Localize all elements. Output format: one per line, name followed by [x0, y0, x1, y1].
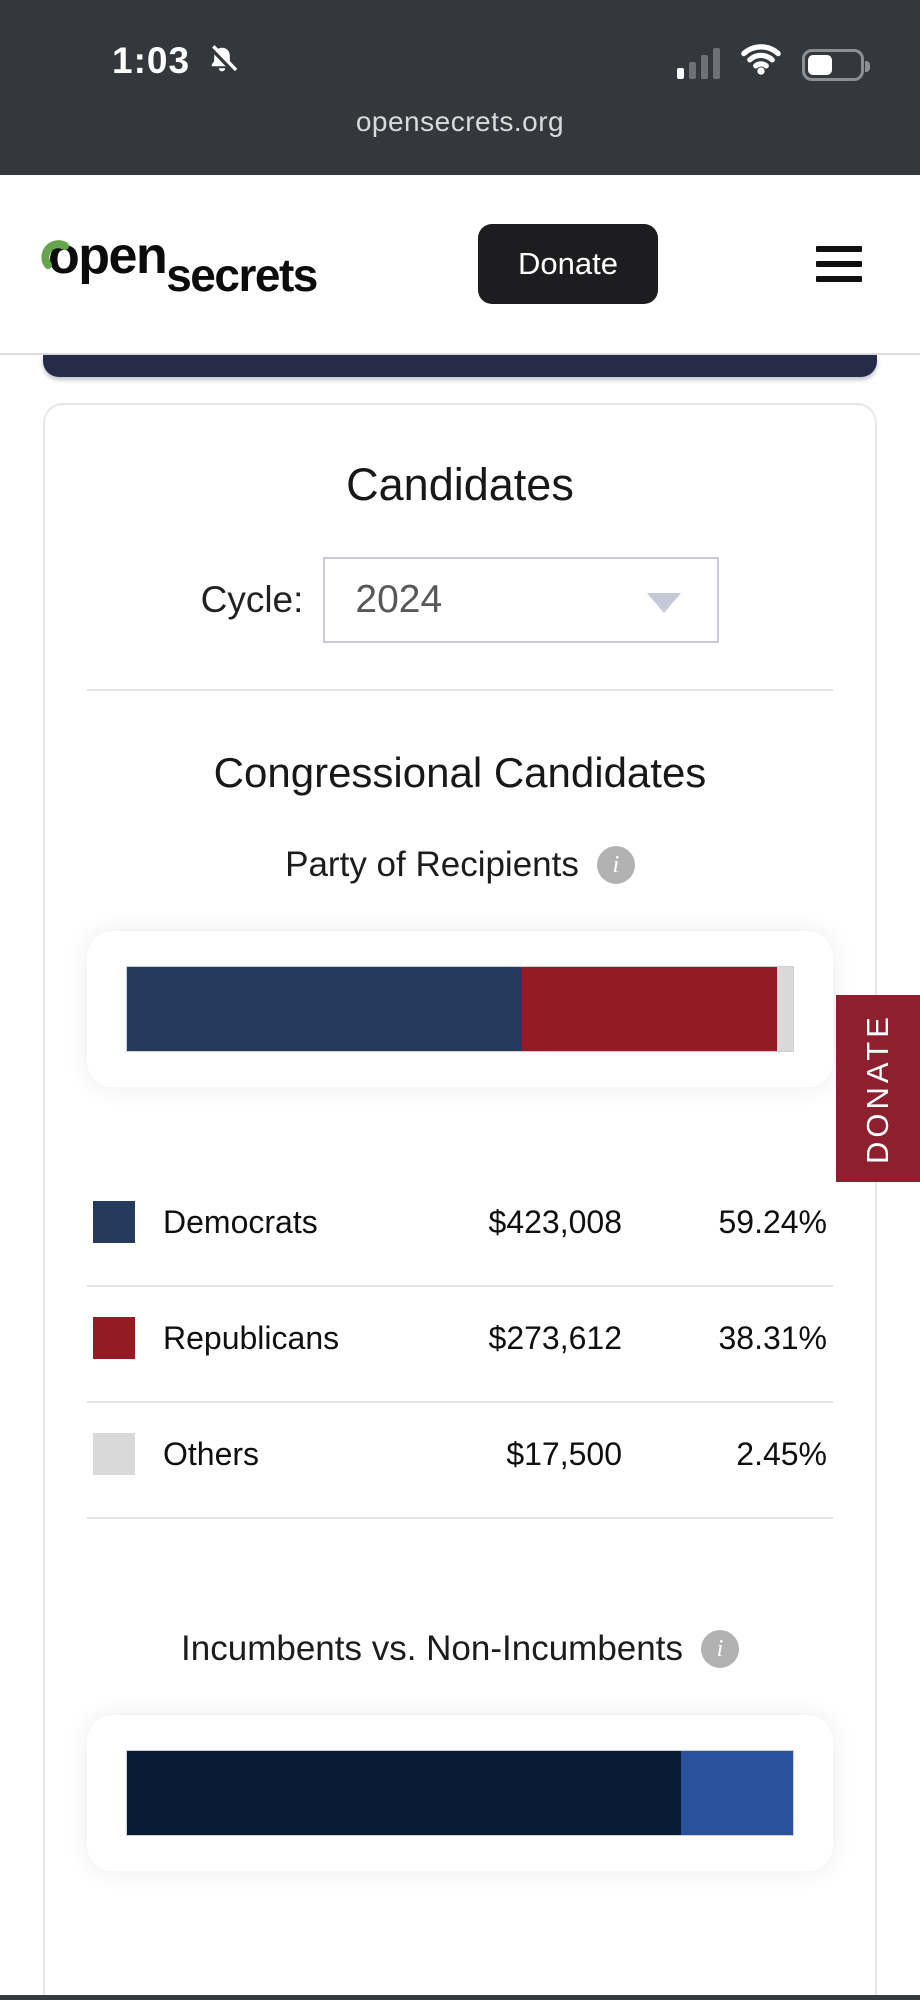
bottom-edge-bar: [0, 1995, 920, 2000]
chart1-title: Party of Recipients: [285, 845, 579, 884]
chart2-title: Incumbents vs. Non-Incumbents: [181, 1629, 683, 1668]
legend-amount: $423,008: [488, 1203, 622, 1240]
party-legend: Democrats $423,008 59.24% Republicans $2…: [87, 1171, 833, 1519]
chevron-down-icon: [647, 593, 682, 613]
logo-text-open: open: [41, 226, 168, 286]
bar-segment-others[interactable]: [776, 967, 793, 1051]
battery-icon: [802, 48, 870, 81]
page-title: Candidates: [346, 459, 574, 510]
wifi-icon: [740, 42, 782, 81]
donate-button[interactable]: Donate: [478, 224, 658, 304]
status-bar: 1:03: [0, 0, 920, 175]
cycle-select[interactable]: 2024: [323, 557, 720, 643]
legend-amount: $273,612: [488, 1319, 622, 1356]
menu-icon[interactable]: [816, 246, 862, 282]
legend-row-others: Others $17,500 2.45%: [87, 1403, 833, 1519]
site-header: open secrets Donate: [0, 175, 920, 355]
legend-label: Democrats: [163, 1203, 318, 1240]
legend-percent: 2.45%: [736, 1435, 827, 1472]
incumbents-stacked-bar: [126, 1750, 794, 1836]
donate-ribbon-button[interactable]: DONATE: [836, 995, 920, 1182]
logo-green-arc-icon: [41, 232, 81, 292]
bar-segment-republicans[interactable]: [521, 967, 777, 1051]
party-stacked-bar: [126, 966, 794, 1052]
others-swatch: [93, 1433, 135, 1475]
bar-segment-democrats[interactable]: [127, 967, 522, 1051]
navy-panel-edge: [43, 355, 877, 377]
legend-row-republicans: Republicans $273,612 38.31%: [87, 1287, 833, 1403]
logo-text-secrets: secrets: [166, 249, 318, 301]
bar-segment-incumbents[interactable]: [127, 1751, 681, 1835]
bell-muted-icon: [204, 43, 240, 79]
opensecrets-logo[interactable]: open secrets: [41, 226, 318, 302]
party-chart-card: [87, 931, 833, 1087]
legend-row-democrats: Democrats $423,008 59.24%: [87, 1171, 833, 1287]
bar-segment-non-incumbents[interactable]: [680, 1751, 793, 1835]
cycle-label: Cycle:: [200, 579, 304, 620]
legend-label: Republicans: [163, 1319, 340, 1356]
legend-amount: $17,500: [506, 1435, 622, 1472]
info-icon[interactable]: i: [596, 846, 635, 884]
democrats-swatch: [93, 1201, 135, 1243]
republicans-swatch: [93, 1317, 135, 1359]
cycle-selected-value: 2024: [355, 578, 443, 621]
info-icon[interactable]: i: [700, 1630, 739, 1668]
browser-url[interactable]: opensecrets.org: [355, 106, 565, 137]
divider: [87, 689, 833, 691]
section-title: Congressional Candidates: [213, 749, 707, 796]
legend-percent: 38.31%: [718, 1319, 827, 1356]
cellular-signal-icon: [677, 47, 720, 81]
candidates-card: Candidates Cycle: 2024 Congressional Can…: [43, 403, 877, 2000]
legend-percent: 59.24%: [718, 1203, 827, 1240]
cycle-row: Cycle: 2024: [45, 557, 875, 643]
legend-label: Others: [163, 1435, 260, 1472]
chart2-title-row: Incumbents vs. Non-Incumbents i: [45, 1629, 875, 1669]
incumbents-chart-card: [87, 1715, 833, 1871]
chart1-title-row: Party of Recipients i: [45, 845, 875, 885]
clock: 1:03: [112, 40, 191, 81]
